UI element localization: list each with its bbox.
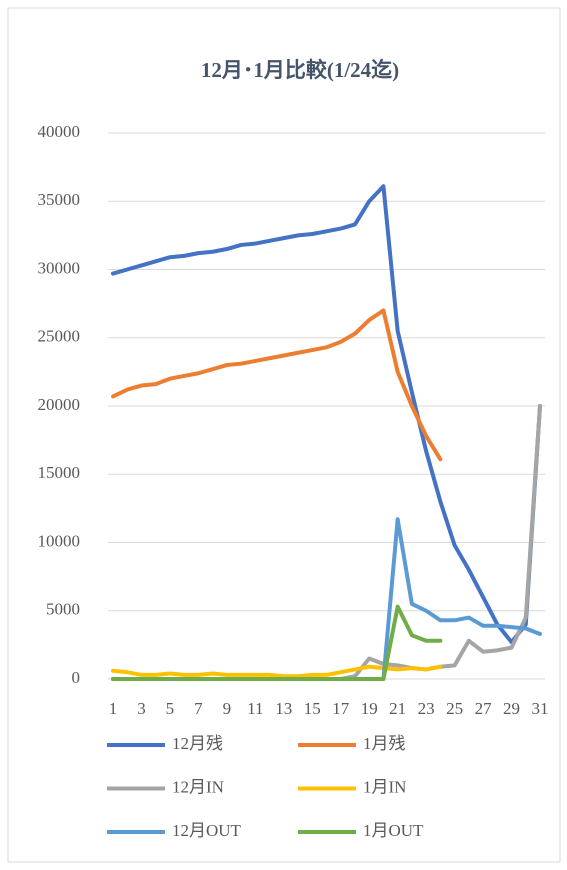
y-tick-label: 0 (72, 668, 81, 687)
y-tick-label: 35000 (38, 190, 81, 209)
series-line (111, 308, 443, 462)
chart-border (7, 7, 561, 863)
y-tick-label: 5000 (46, 600, 80, 619)
legend-label: 1月IN (363, 777, 406, 796)
legend-label: 1月残 (363, 734, 406, 753)
y-tick-label: 30000 (38, 258, 81, 277)
series-line (111, 184, 542, 645)
series-line (111, 604, 443, 681)
chart-title: 12月･1月比較(1/24迄) (201, 58, 399, 82)
y-tick-label: 40000 (38, 122, 81, 141)
x-tick-label: 15 (304, 699, 321, 718)
x-tick-label: 29 (503, 699, 520, 718)
y-tick-label: 25000 (38, 327, 81, 346)
x-tick-label: 9 (223, 699, 232, 718)
legend-label: 1月OUT (363, 821, 424, 840)
x-tick-label: 31 (532, 699, 549, 718)
legend-label: 12月OUT (172, 821, 242, 840)
x-tick-label: 5 (166, 699, 175, 718)
x-tick-label: 27 (475, 699, 493, 718)
y-tick-label: 15000 (38, 463, 81, 482)
x-tick-label: 7 (194, 699, 203, 718)
x-tick-label: 17 (332, 699, 350, 718)
x-tick-label: 3 (137, 699, 146, 718)
x-tick-label: 1 (109, 699, 118, 718)
x-tick-label: 21 (389, 699, 406, 718)
legend-label: 12月IN (172, 777, 224, 796)
x-tick-label: 11 (247, 699, 263, 718)
legend-label: 12月残 (172, 734, 223, 753)
y-tick-label: 10000 (38, 531, 81, 550)
x-tick-label: 23 (418, 699, 435, 718)
x-tick-label: 13 (275, 699, 292, 718)
y-tick-label: 20000 (38, 395, 81, 414)
x-tick-label: 25 (446, 699, 463, 718)
x-tick-label: 19 (361, 699, 378, 718)
